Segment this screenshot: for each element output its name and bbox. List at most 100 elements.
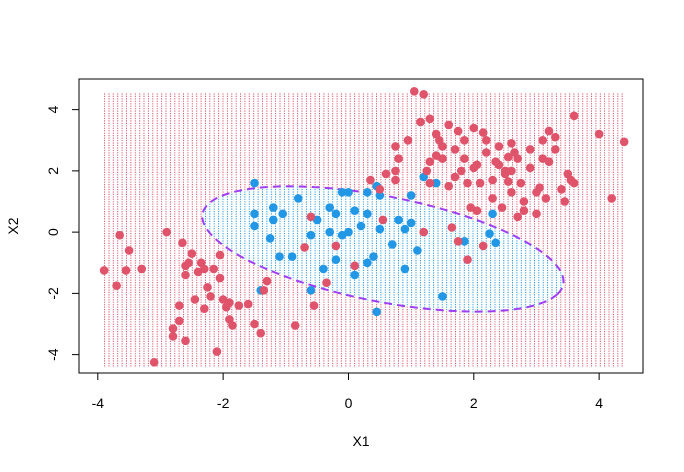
data-point [363, 258, 372, 268]
data-point [369, 252, 378, 261]
data-point [168, 324, 178, 333]
data-point [569, 111, 579, 121]
data-point [200, 304, 209, 314]
data-point [519, 206, 529, 215]
x-tick-label: -4 [92, 395, 105, 411]
data-point [350, 261, 360, 271]
data-point [112, 281, 121, 291]
data-point [504, 152, 513, 162]
data-point [300, 243, 309, 252]
data-point [184, 258, 193, 268]
data-point [450, 145, 460, 154]
data-point [181, 270, 190, 280]
data-point [566, 175, 576, 185]
data-point [431, 151, 441, 160]
data-point [460, 136, 469, 145]
data-point [516, 178, 526, 188]
data-point [478, 241, 488, 251]
data-point [381, 169, 391, 179]
data-point [331, 241, 341, 251]
x-tick-label: 2 [470, 395, 478, 411]
data-point [504, 177, 513, 186]
data-point [350, 206, 360, 215]
data-point [400, 264, 410, 274]
data-point [450, 172, 460, 182]
data-point [228, 321, 237, 330]
data-point [419, 90, 429, 99]
data-point [557, 185, 566, 194]
data-point [491, 238, 501, 248]
data-point [337, 188, 347, 197]
data-point [453, 126, 463, 136]
data-point [319, 264, 328, 274]
data-point [447, 223, 457, 232]
data-point [356, 221, 366, 231]
data-point [431, 178, 441, 188]
data-point [507, 139, 516, 148]
data-point [560, 197, 569, 206]
data-point [410, 87, 419, 96]
data-point [322, 278, 331, 288]
data-point [375, 185, 385, 194]
data-point [363, 209, 372, 219]
data-point [406, 191, 416, 200]
data-point [137, 264, 146, 274]
data-point [391, 175, 400, 185]
data-point [290, 321, 300, 330]
data-point [187, 249, 197, 258]
axes: -4 -2 0 2 4 -4 -2 0 2 4 [45, 106, 603, 411]
data-point [513, 212, 522, 222]
x-tick-label: -2 [217, 395, 230, 411]
data-point [372, 307, 382, 317]
data-point [403, 136, 413, 145]
data-point [287, 252, 297, 261]
data-point [519, 197, 529, 206]
data-point [331, 255, 341, 264]
y-tick-label: 4 [45, 106, 61, 114]
data-point [551, 145, 560, 154]
data-point [250, 221, 259, 231]
data-point [306, 286, 316, 295]
data-point [269, 203, 278, 212]
y-tick-label: 2 [45, 167, 61, 175]
data-point [269, 215, 278, 225]
data-point [178, 238, 187, 248]
data-point [391, 166, 400, 176]
data-point [425, 157, 435, 166]
data-point [460, 237, 469, 246]
data-point [438, 292, 447, 301]
data-point [475, 178, 485, 188]
y-tick-label: -4 [45, 348, 61, 361]
data-point [124, 246, 134, 255]
data-point [469, 123, 479, 133]
x-axis-label: X1 [352, 433, 369, 449]
data-point [507, 188, 516, 197]
data-point [325, 203, 335, 212]
data-point [394, 154, 403, 163]
data-point [425, 114, 435, 124]
data-point [551, 132, 560, 142]
data-point [607, 194, 616, 203]
data-point [121, 266, 131, 275]
data-point [391, 142, 400, 151]
data-point [215, 273, 225, 283]
data-point [400, 224, 410, 234]
data-point [259, 286, 269, 295]
data-point [215, 250, 225, 260]
data-point [294, 194, 303, 203]
data-point [488, 194, 497, 203]
data-point [406, 218, 416, 228]
data-point [212, 347, 222, 356]
data-point [594, 129, 604, 139]
data-point [453, 237, 463, 246]
data-point [460, 154, 469, 163]
data-point [525, 163, 535, 173]
data-point [278, 209, 288, 219]
data-point [250, 209, 259, 219]
data-point [394, 215, 403, 225]
data-point [265, 234, 275, 243]
data-point [175, 316, 184, 326]
data-point [190, 295, 200, 304]
data-point [162, 227, 171, 237]
grid-outside-region [104, 93, 623, 367]
